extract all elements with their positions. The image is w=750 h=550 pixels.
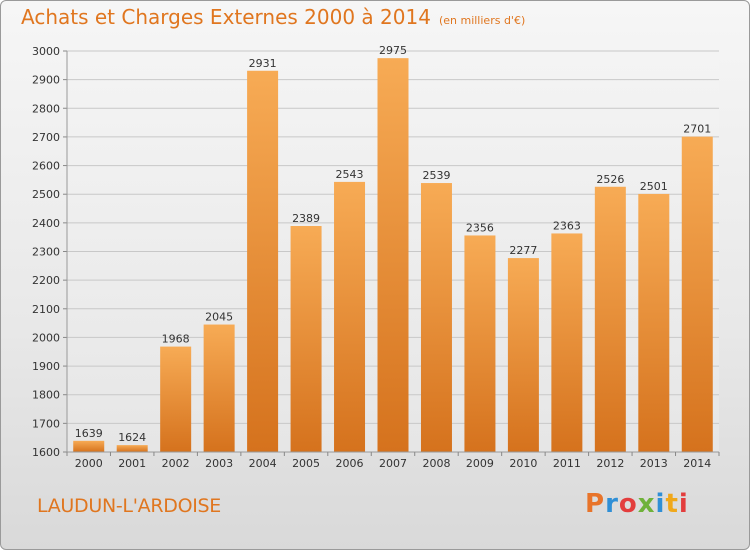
y-tick-label: 2700 — [32, 131, 60, 144]
y-tick-label: 3000 — [32, 45, 60, 58]
chart-title: Achats et Charges Externes 2000 à 2014 — [21, 5, 431, 29]
bar — [160, 346, 192, 452]
x-tick-label: 2007 — [379, 457, 407, 470]
data-label: 2501 — [640, 180, 668, 193]
y-tick-label: 2600 — [32, 160, 60, 173]
brand-letter: i — [655, 489, 666, 519]
chart-subtitle: (en milliers d'€) — [438, 14, 526, 27]
bar — [420, 183, 452, 452]
data-label: 2363 — [553, 219, 581, 232]
data-label: 1624 — [118, 431, 146, 444]
brand-letter: P — [585, 489, 606, 519]
brand-letter: t — [665, 489, 679, 519]
title-row: Achats et Charges Externes 2000 à 2014 (e… — [21, 5, 525, 29]
x-tick-label: 2012 — [596, 457, 624, 470]
bar — [681, 136, 713, 452]
bar — [290, 226, 322, 452]
x-tick-label: 2009 — [466, 457, 494, 470]
brand-letter: o — [618, 489, 638, 519]
bar — [551, 233, 583, 452]
city-name: LAUDUN-L'ARDOISE — [37, 495, 221, 517]
x-tick-label: 2014 — [683, 457, 711, 470]
data-label: 2931 — [249, 57, 277, 70]
x-tick-label: 2001 — [118, 457, 146, 470]
bar — [464, 235, 496, 452]
x-tick-label: 2000 — [75, 457, 103, 470]
x-tick-label: 2006 — [336, 457, 364, 470]
data-label: 2539 — [422, 169, 450, 182]
y-tick-label: 1900 — [32, 360, 60, 373]
x-tick-label: 2004 — [249, 457, 277, 470]
y-tick-label: 2400 — [32, 217, 60, 230]
data-label: 1639 — [75, 427, 103, 440]
data-label: 2356 — [466, 221, 494, 234]
brand-letter: r — [605, 489, 619, 519]
bar — [247, 70, 279, 452]
y-tick-label: 2100 — [32, 303, 60, 316]
x-tick-label: 2010 — [509, 457, 537, 470]
bar — [73, 440, 105, 452]
y-axis: 1600 1700 1800 1900 2000 2100 2200 2300 2400 2500… — [32, 45, 68, 459]
bar — [507, 258, 539, 452]
x-tick-label: 2013 — [640, 457, 668, 470]
bar — [116, 445, 148, 452]
bar — [638, 193, 670, 452]
bars — [73, 58, 713, 453]
x-tick-label: 2008 — [422, 457, 450, 470]
data-label: 2277 — [509, 244, 537, 257]
y-tick-label: 1600 — [32, 446, 60, 459]
y-tick-label: 2900 — [32, 74, 60, 87]
x-tick-label: 2002 — [162, 457, 190, 470]
y-tick-label: 2000 — [32, 331, 60, 344]
y-tick-label: 2800 — [32, 102, 60, 115]
bar — [334, 181, 366, 452]
y-tick-label: 1800 — [32, 389, 60, 402]
bar — [377, 58, 409, 453]
value-labels: 1639 1624 1968 2045 2931 2389 2543 2975 2539 2356… — [75, 44, 712, 444]
x-tick-label: 2011 — [553, 457, 581, 470]
data-label: 2543 — [336, 168, 364, 181]
x-tick-label: 2003 — [205, 457, 233, 470]
data-label: 2701 — [683, 123, 711, 136]
bar — [594, 186, 626, 452]
y-tick-label: 2300 — [32, 246, 60, 259]
x-tick-label: 2005 — [292, 457, 320, 470]
data-label: 2975 — [379, 44, 407, 57]
data-label: 2389 — [292, 212, 320, 225]
proxiti-logo: Proxiti — [585, 489, 689, 519]
y-tick-label: 2500 — [32, 188, 60, 201]
data-label: 1968 — [162, 333, 190, 346]
brand-letter: x — [637, 489, 656, 519]
x-axis: 2000 2001 2002 2003 2004 2005 2006 2007 2008 2009… — [66, 451, 720, 470]
y-tick-label: 2200 — [32, 274, 60, 287]
brand-letter: i — [678, 489, 689, 519]
bar — [203, 324, 235, 452]
data-label: 2045 — [205, 311, 233, 324]
y-tick-label: 1700 — [32, 417, 60, 430]
data-label: 2526 — [596, 173, 624, 186]
